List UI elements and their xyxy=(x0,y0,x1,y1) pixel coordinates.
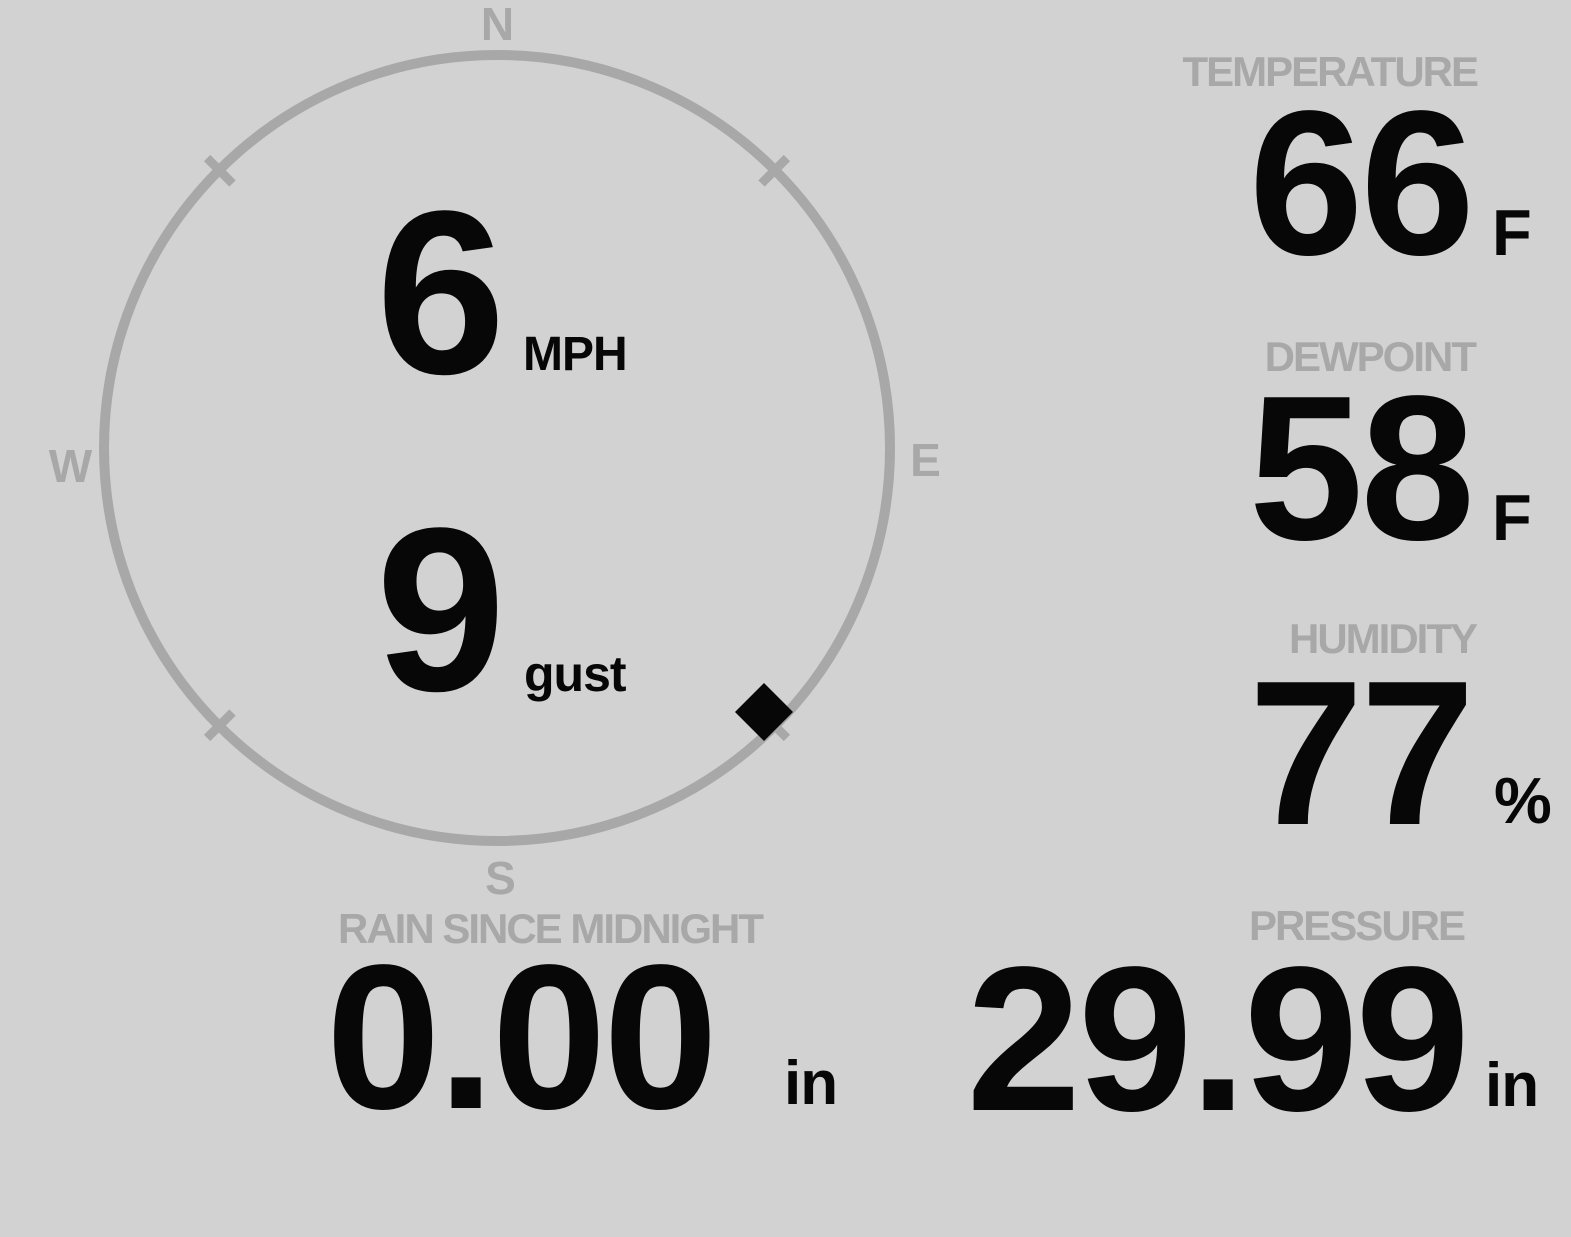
rain-value: 0.00 xyxy=(326,922,718,1152)
compass-label-south: S xyxy=(485,852,516,904)
dewpoint-unit: F xyxy=(1492,481,1532,554)
compass-tick-sw-icon xyxy=(203,709,236,742)
compass-label-east: E xyxy=(910,434,941,486)
wind-direction-marker-icon xyxy=(735,683,793,741)
pressure-unit: in xyxy=(1485,1051,1539,1120)
temperature-label: TEMPERATURE xyxy=(1182,48,1479,95)
temperature-unit: F xyxy=(1492,196,1532,269)
wind-speed-unit: MPH xyxy=(523,328,628,381)
wind-speed-value: 6 xyxy=(376,163,506,423)
compass-tick-nw-icon xyxy=(203,154,236,187)
humidity-label: HUMIDITY xyxy=(1289,615,1478,662)
dewpoint-value: 58 xyxy=(1248,353,1475,583)
compass-tick-ne-icon xyxy=(758,154,791,187)
pressure-label: PRESSURE xyxy=(1248,902,1466,949)
wind-gust-value: 9 xyxy=(376,480,506,740)
temperature-value: 66 xyxy=(1248,68,1475,298)
rain-unit: in xyxy=(784,1049,838,1118)
compass-label-north: N xyxy=(480,0,514,50)
compass-label-west: W xyxy=(48,440,92,492)
compass-dial xyxy=(99,50,895,846)
compass-ring xyxy=(99,50,895,846)
rain-label: RAIN SINCE MIDNIGHT xyxy=(338,905,764,952)
humidity-unit: % xyxy=(1494,764,1552,837)
dewpoint-label: DEWPOINT xyxy=(1264,333,1477,380)
wind-gust-unit: gust xyxy=(524,646,627,702)
pressure-value: 29.99 xyxy=(966,924,1470,1154)
humidity-value: 77 xyxy=(1248,638,1475,868)
